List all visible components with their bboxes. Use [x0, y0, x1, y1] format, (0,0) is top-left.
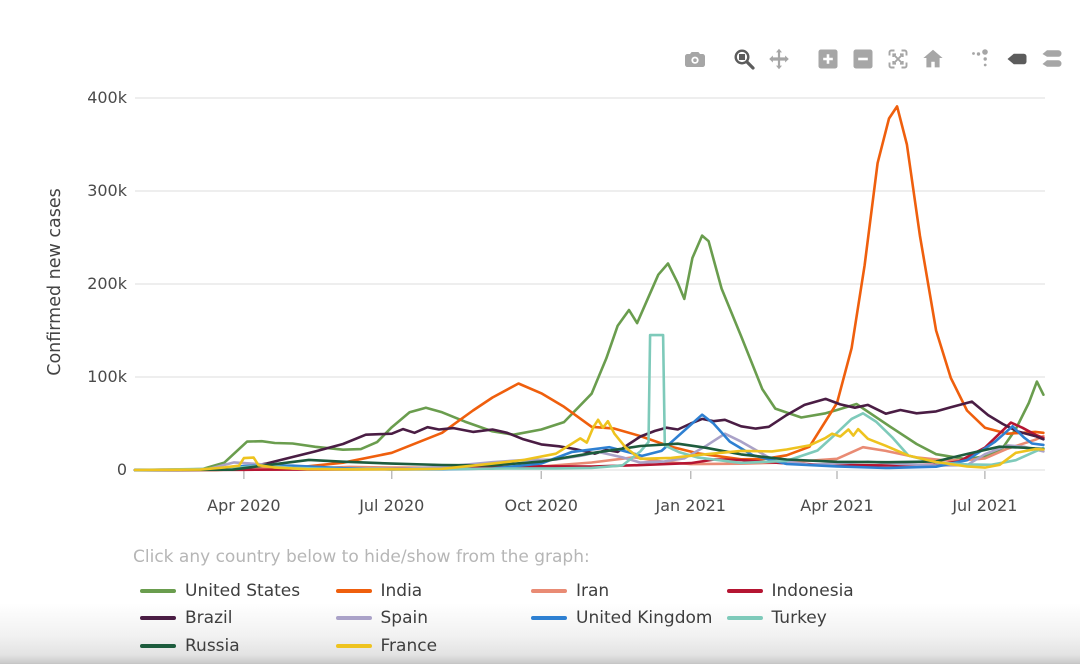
zoom-tool-icon[interactable] [732, 47, 756, 71]
legend-swatch-indonesia [726, 588, 763, 593]
legend-swatch-russia [140, 643, 176, 648]
legend-label: Iran [576, 580, 610, 601]
x-tick-label: Oct 2020 [504, 496, 578, 515]
legend-swatch-brazil [140, 616, 176, 621]
legend-item-russia[interactable]: Russia [140, 636, 336, 656]
plot-area[interactable] [0, 0, 1080, 535]
legend-swatch-spain [335, 616, 372, 621]
legend-label: United Kingdom [576, 608, 713, 629]
legend-item-indonesia[interactable]: Indonesia [726, 580, 923, 601]
series-line-brazil[interactable] [133, 397, 1045, 472]
series-line-russia[interactable] [133, 442, 1045, 472]
series-line-india[interactable] [133, 105, 1045, 472]
y-tick-label: 400k [87, 88, 127, 107]
legend: United States India Iran Indonesia Brazil Spa… [140, 577, 922, 660]
x-tick-label: Apr 2020 [207, 496, 281, 515]
plotly-modebar [683, 47, 1064, 71]
legend-label: India [380, 580, 423, 601]
zoom-out-icon[interactable] [851, 47, 875, 71]
y-tick-label: 300k [87, 181, 127, 200]
legend-swatch-turkey [726, 616, 763, 621]
legend-swatch-united-states [140, 588, 176, 593]
series-line-united-states[interactable] [133, 234, 1045, 472]
legend-label: France [380, 635, 438, 656]
legend-item-spain[interactable]: Spain [335, 608, 532, 629]
y-axis-title: Confirmed new cases [45, 188, 65, 376]
legend-item-france[interactable]: France [335, 635, 532, 656]
legend-item-turkey[interactable]: Turkey [726, 608, 923, 629]
x-tick-label: Apr 2021 [800, 496, 874, 515]
legend-swatch-france [335, 643, 372, 648]
chart-region: 0 100k 200k 300k 400k Apr 2020 Jul 2020 Oct 202… [0, 0, 1080, 535]
y-tick-label: 200k [87, 274, 127, 293]
bottom-fade-gradient [0, 603, 1080, 664]
legend-item-iran[interactable]: Iran [531, 581, 727, 601]
hover-compare-icon[interactable] [1040, 47, 1064, 71]
legend-swatch-india [335, 588, 372, 593]
y-tick-label: 100k [87, 367, 127, 386]
legend-label: Turkey [771, 608, 827, 629]
download-plot-icon[interactable] [683, 47, 707, 71]
legend-hint-text: Click any country below to hide/show fro… [133, 547, 590, 567]
legend-item-brazil[interactable]: Brazil [140, 608, 336, 628]
legend-label: Russia [185, 635, 240, 656]
reset-axes-icon[interactable] [921, 47, 945, 71]
legend-label: Brazil [185, 608, 233, 629]
series-line-france[interactable] [133, 418, 1045, 472]
legend-label: Indonesia [771, 580, 854, 601]
hover-closest-icon[interactable] [1005, 47, 1029, 71]
legend-item-india[interactable]: India [335, 580, 532, 601]
toggle-spikelines-icon[interactable] [970, 47, 994, 71]
legend-label: United States [185, 580, 301, 601]
x-tick-label: Jan 2021 [655, 496, 726, 515]
legend-swatch-united-kingdom [531, 616, 567, 621]
legend-swatch-iran [531, 588, 567, 593]
legend-item-united-states[interactable]: United States [140, 581, 336, 601]
legend-label: Spain [380, 608, 429, 629]
x-tick-label: Jul 2020 [359, 496, 425, 515]
legend-item-united-kingdom[interactable]: United Kingdom [531, 608, 727, 628]
zoom-in-icon[interactable] [816, 47, 840, 71]
y-tick-label: 0 [116, 460, 127, 479]
pan-tool-icon[interactable] [767, 47, 791, 71]
x-tick-label: Jul 2021 [952, 496, 1018, 515]
autoscale-icon[interactable] [886, 47, 910, 71]
